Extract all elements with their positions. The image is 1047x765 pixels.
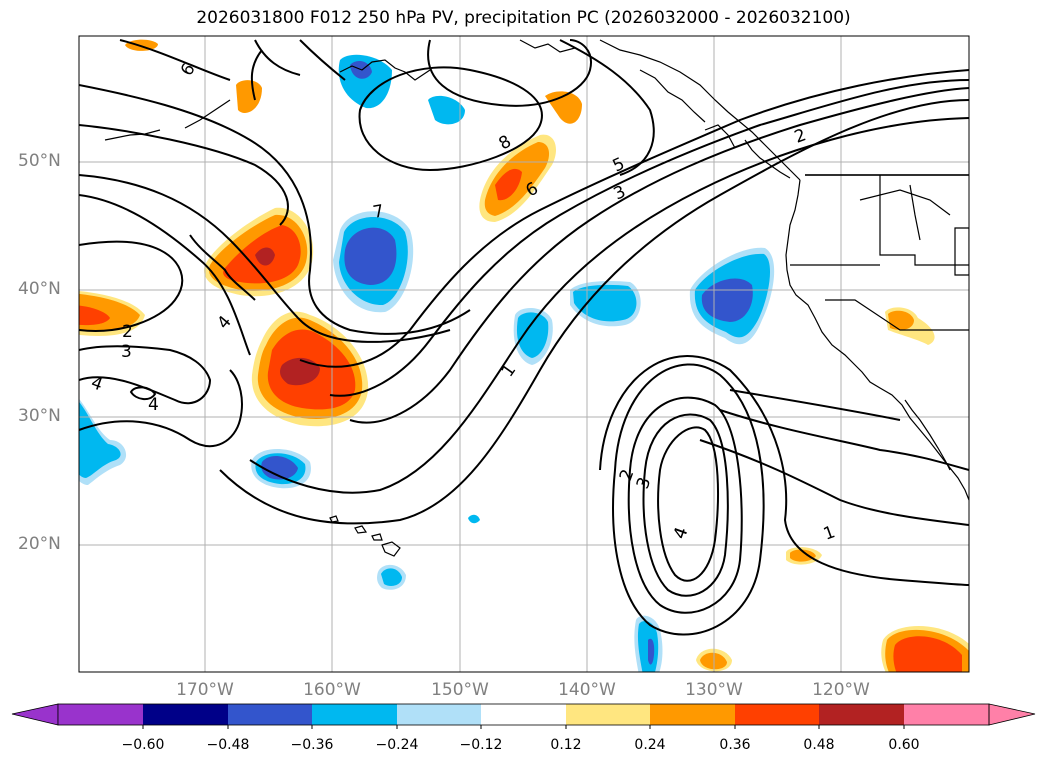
lon-label-170w: 170°W (176, 680, 234, 700)
colorbar-tick-label: 0.24 (634, 737, 666, 753)
colorbar-tick-label: −0.24 (375, 737, 419, 753)
lon-label-150w: 150°W (431, 680, 489, 700)
colorbar-bin (904, 704, 989, 725)
graticule (79, 36, 969, 672)
colorbar-bin (819, 704, 904, 725)
colorbar-tick-label: −0.60 (121, 737, 165, 753)
colorbar-bin (58, 704, 143, 725)
lat-label-50n: 50°N (18, 151, 61, 171)
lat-label-40n: 40°N (18, 279, 61, 299)
colorbar-extend-high (988, 703, 1036, 726)
colorbar-tick-label: 0.48 (803, 737, 835, 753)
colorbar-tick-label: 0.36 (719, 737, 751, 753)
contour-label: 2 (122, 322, 133, 342)
colorbar-bin (566, 704, 650, 725)
lon-label-130w: 130°W (685, 680, 743, 700)
map-frame (78, 35, 970, 673)
colorbar-bin (650, 704, 735, 725)
coastlines (104, 39, 969, 557)
lat-label-30n: 30°N (18, 406, 61, 426)
contour-label: 3 (121, 342, 132, 362)
lon-label-120w: 120°W (812, 680, 870, 700)
lat-label-20n: 20°N (18, 534, 61, 554)
colorbar-tick-label: −0.12 (459, 737, 503, 753)
colorbar-tick-label: −0.36 (290, 737, 334, 753)
lon-label-160w: 160°W (303, 680, 361, 700)
colorbar-bin (143, 704, 228, 725)
lon-label-140w: 140°W (558, 680, 616, 700)
pv-contours (79, 39, 969, 636)
colorbar-bin (228, 704, 312, 725)
colorbar-tick-label: 0.12 (550, 737, 582, 753)
map-title: 2026031800 F012 250 hPa PV, precipitatio… (196, 8, 851, 28)
colorbar (11, 703, 1036, 729)
contour-label: 7 (371, 201, 385, 223)
colorbar-tick-label: 0.60 (888, 737, 920, 753)
colorbar-bin (312, 704, 397, 725)
colorbar-bin (481, 704, 566, 725)
contour-label: 4 (148, 395, 159, 415)
colorbar-extend-low (11, 703, 59, 726)
colorbar-bin (735, 704, 819, 725)
colorbar-tick-label: −0.48 (206, 737, 250, 753)
colorbar-bin (397, 704, 481, 725)
